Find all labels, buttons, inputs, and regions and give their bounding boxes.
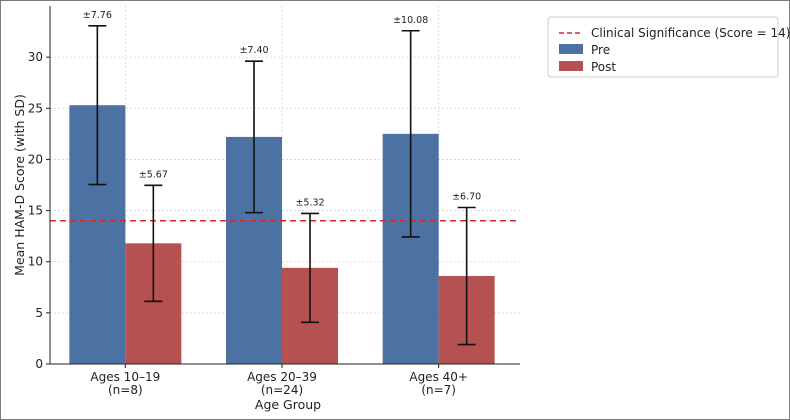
y-tick-label: 5 xyxy=(35,306,43,320)
y-tick-label: 25 xyxy=(28,101,43,115)
y-tick-label: 15 xyxy=(28,204,43,218)
legend: Clinical Significance (Score = 14) Pre P… xyxy=(547,16,790,78)
sd-label: ±10.08 xyxy=(393,15,428,26)
y-tick-label: 10 xyxy=(28,255,43,269)
x-tick-label: Ages 20–39 xyxy=(247,370,317,384)
error-bars: ±7.76 ±7.40 ±10.08 ±5.67 ±5.32 ±6.70 xyxy=(83,10,481,346)
legend-label-post: Post xyxy=(591,60,616,74)
legend-label-pre: Pre xyxy=(591,43,610,57)
x-tick-label: Ages 10–19 xyxy=(90,370,160,384)
sd-label: ±6.70 xyxy=(452,192,481,203)
legend-label-reference: Clinical Significance (Score = 14) xyxy=(591,26,790,40)
x-tick-sublabel: (n=7) xyxy=(421,383,456,397)
legend-swatch-pre xyxy=(559,44,583,54)
x-tick-sublabel: (n=24) xyxy=(261,383,303,397)
bars xyxy=(69,105,495,365)
sd-label: ±5.32 xyxy=(295,197,324,208)
legend-swatch-post xyxy=(559,61,583,71)
axes: Age Group Mean HAM-D Score (with SD) 0 5 1… xyxy=(12,6,520,412)
y-axis-title: Mean HAM-D Score (with SD) xyxy=(12,94,27,276)
sd-label: ±7.76 xyxy=(83,10,112,21)
x-axis-title: Age Group xyxy=(255,397,321,412)
legend-box xyxy=(547,16,779,78)
y-tick-label: 30 xyxy=(28,50,43,64)
sd-label: ±7.40 xyxy=(239,45,268,56)
x-tick-sublabel: (n=8) xyxy=(108,383,143,397)
y-tick-label: 0 xyxy=(35,357,43,371)
sd-label: ±5.67 xyxy=(139,169,168,180)
y-tick-label: 20 xyxy=(28,152,43,166)
x-tick-label: Ages 40+ xyxy=(409,370,468,384)
